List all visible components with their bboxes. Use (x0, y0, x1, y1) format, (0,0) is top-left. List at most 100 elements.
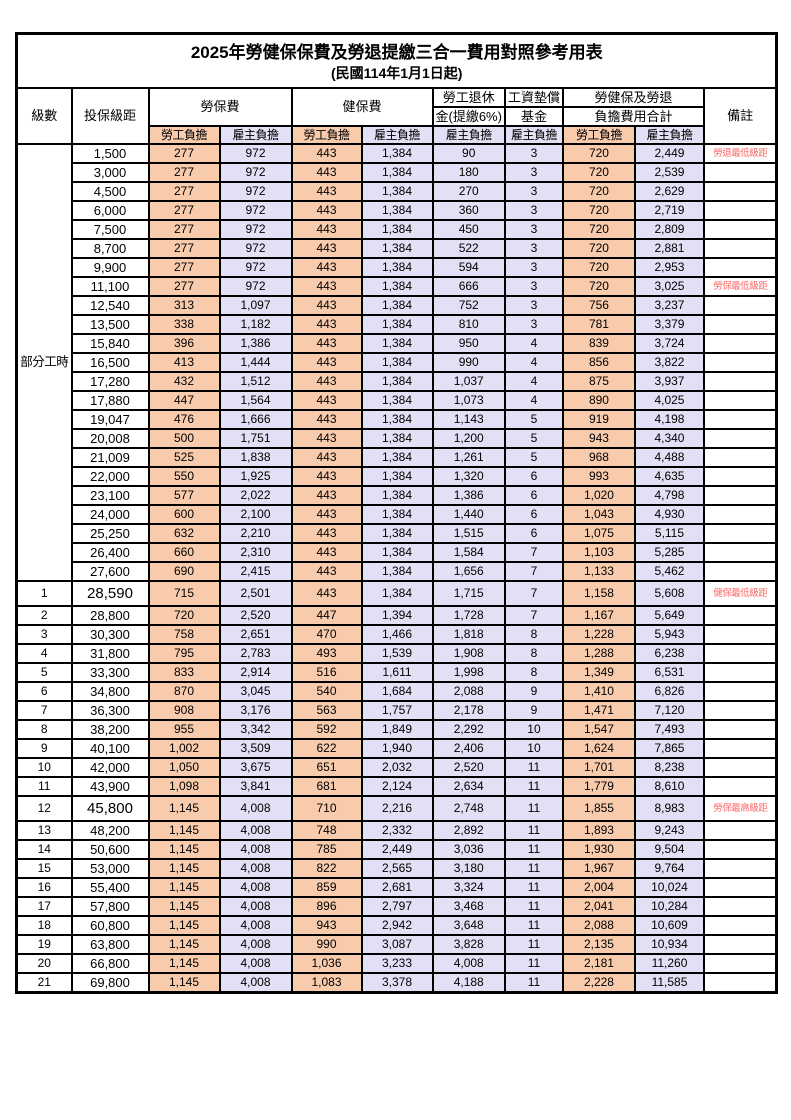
value-cell: 1,145 (147, 819, 221, 841)
value-cell: 5,285 (633, 541, 705, 563)
value-cell: 443 (290, 294, 363, 316)
value-cell: 7 (503, 541, 564, 563)
value-cell: 1,779 (561, 775, 636, 797)
table-row: 20,008 500 1,751 443 1,384 1,200 5 943 4,340 (17, 427, 778, 449)
value-cell: 4,008 (218, 838, 293, 860)
value-cell: 3 (503, 294, 564, 316)
value-cell: 600 (147, 503, 221, 525)
table-row: 13,500 338 1,182 443 1,384 810 3 781 3,379 (17, 313, 778, 335)
value-cell: 4,008 (218, 794, 293, 822)
value-cell: 550 (147, 465, 221, 487)
value-cell: 1,908 (431, 642, 506, 664)
note-cell (702, 218, 778, 240)
value-cell: 5,608 (633, 579, 705, 607)
level-cell: 4 (15, 642, 73, 664)
value-cell: 1,349 (561, 661, 636, 683)
table-row: 4 31,800 795 2,783 493 1,539 1,908 8 1,288 6,238 (15, 642, 778, 664)
value-cell: 1,386 (218, 332, 293, 354)
value-cell: 2,809 (633, 218, 705, 240)
header-note: 備註 (702, 86, 778, 145)
level-cell: 13 (15, 819, 73, 841)
value-cell: 443 (290, 161, 363, 183)
value-cell: 3,648 (431, 914, 506, 936)
value-cell: 990 (431, 351, 506, 373)
bracket-cell: 42,000 (70, 756, 150, 778)
value-cell: 1,849 (360, 718, 434, 740)
value-cell: 4,008 (218, 876, 293, 898)
bracket-cell: 11,100 (70, 275, 150, 297)
value-cell: 3,822 (633, 351, 705, 373)
subheader-labor-employer: 雇主負擔 (218, 124, 293, 145)
value-cell: 1,145 (147, 952, 221, 974)
value-cell: 7,493 (633, 718, 705, 740)
value-cell: 785 (290, 838, 363, 860)
value-cell: 10 (503, 718, 564, 740)
value-cell: 3,378 (360, 971, 434, 993)
level-cell: 15 (15, 857, 73, 879)
value-cell: 1,050 (147, 756, 221, 778)
value-cell: 2,181 (561, 952, 636, 974)
value-cell: 839 (561, 332, 636, 354)
value-cell: 2,292 (431, 718, 506, 740)
value-cell: 1,384 (360, 332, 434, 354)
value-cell: 4 (503, 370, 564, 392)
value-cell: 1,728 (431, 604, 506, 626)
level-cell: 10 (15, 756, 73, 778)
level-cell: 9 (15, 737, 73, 759)
bracket-cell: 23,100 (70, 484, 150, 506)
table-row: 27,600 690 2,415 443 1,384 1,656 7 1,133 5,462 (17, 560, 778, 582)
bracket-cell: 38,200 (70, 718, 150, 740)
value-cell: 1,384 (360, 484, 434, 506)
value-cell: 1,073 (431, 389, 506, 411)
bracket-cell: 69,800 (70, 971, 150, 993)
bracket-cell: 25,250 (70, 522, 150, 544)
value-cell: 396 (147, 332, 221, 354)
value-cell: 795 (147, 642, 221, 664)
value-cell: 1,471 (561, 699, 636, 721)
value-cell: 5,943 (633, 623, 705, 645)
value-cell: 8 (503, 642, 564, 664)
value-cell: 972 (218, 275, 293, 297)
value-cell: 1,002 (147, 737, 221, 759)
value-cell: 2,228 (561, 971, 636, 993)
bracket-cell: 63,800 (70, 933, 150, 955)
value-cell: 1,145 (147, 933, 221, 955)
value-cell: 2,004 (561, 876, 636, 898)
value-cell: 2,041 (561, 895, 636, 917)
note-cell (702, 642, 778, 664)
value-cell: 9 (503, 699, 564, 721)
value-cell: 1,145 (147, 838, 221, 860)
value-cell: 3,509 (218, 737, 293, 759)
value-cell: 4,008 (218, 914, 293, 936)
value-cell: 4,008 (218, 933, 293, 955)
table-row: 12 45,800 1,145 4,008 710 2,216 2,748 11 1,855 8,… (15, 794, 778, 822)
table-row: 16 55,400 1,145 4,008 859 2,681 3,324 11 2,004 10… (15, 876, 778, 898)
value-cell: 715 (147, 579, 221, 607)
level-cell: 19 (15, 933, 73, 955)
value-cell: 443 (290, 484, 363, 506)
value-cell: 270 (431, 180, 506, 202)
value-cell: 3 (503, 256, 564, 278)
subheader-pension-employer: 雇主負擔 (431, 124, 506, 145)
value-cell: 443 (290, 465, 363, 487)
value-cell: 2,681 (360, 876, 434, 898)
note-cell (702, 408, 778, 430)
value-cell: 1,925 (218, 465, 293, 487)
value-cell: 3,675 (218, 756, 293, 778)
value-cell: 6 (503, 503, 564, 525)
value-cell: 1,384 (360, 256, 434, 278)
header-row-1: 級數 投保級距 勞保費 健保費 勞工退休 工資墊償 勞健保及勞退 備註 (15, 86, 778, 145)
value-cell: 443 (290, 199, 363, 221)
value-cell: 1,075 (561, 522, 636, 544)
value-cell: 1,384 (360, 275, 434, 297)
bracket-cell: 28,590 (70, 579, 150, 607)
subheader-health-employer: 雇主負擔 (360, 124, 434, 145)
table-row: 9,900 277 972 443 1,384 594 3 720 2,953 (17, 256, 778, 278)
value-cell: 1,384 (360, 446, 434, 468)
value-cell: 720 (561, 142, 636, 164)
level-cell: 1 (15, 579, 73, 607)
value-cell: 2,881 (633, 237, 705, 259)
bracket-cell: 28,800 (70, 604, 150, 626)
value-cell: 592 (290, 718, 363, 740)
value-cell: 7,120 (633, 699, 705, 721)
